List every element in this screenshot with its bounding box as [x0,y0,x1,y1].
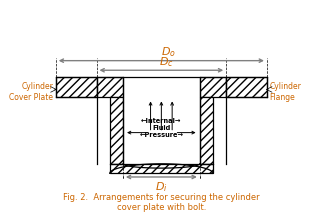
Text: Fig. 2.  Arrangements for securing the cylinder
cover plate with bolt.: Fig. 2. Arrangements for securing the cy… [63,192,260,212]
Bar [97,77,123,97]
Bar [200,97,213,164]
Bar [226,77,267,97]
Bar [56,77,97,97]
Bar [200,77,226,97]
Text: ←Pressure→: ←Pressure→ [139,131,183,138]
Text: Cylinder
Flange: Cylinder Flange [269,82,301,102]
Bar [110,97,123,164]
Text: $D_c$: $D_c$ [159,55,174,69]
Text: $D_o$: $D_o$ [161,45,176,59]
Text: Fluid: Fluid [152,125,170,131]
Bar [110,164,213,173]
Text: $D_i$: $D_i$ [155,180,168,194]
Text: ←Internal→: ←Internal→ [141,118,182,124]
Text: Cylinder
Cover Plate: Cylinder Cover Plate [10,82,53,102]
